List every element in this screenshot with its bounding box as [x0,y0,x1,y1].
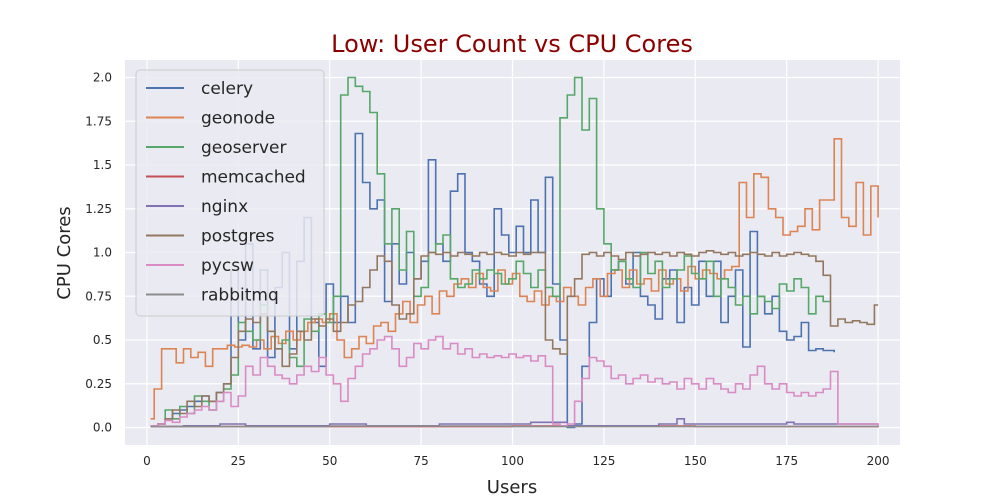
y-tick-label: 1.75 [85,114,112,128]
y-tick-label: 1.5 [93,158,112,172]
legend-label-geonode: geonode [201,109,275,129]
legend-label-nginx: nginx [201,197,248,217]
series-line-nginx [150,418,879,428]
x-tick-label: 150 [684,454,707,468]
x-tick-label: 25 [231,454,246,468]
x-tick-label: 175 [775,454,798,468]
series-line-postgres [150,250,879,427]
series-line-pycsw [150,335,879,427]
legend-label-postgres: postgres [201,227,275,247]
y-tick-label: 0.75 [85,289,112,303]
legend-label-geoserver: geoserver [201,138,286,158]
x-tick-label: 200 [867,454,890,468]
series-line-geonode [150,138,879,420]
x-tick-labels: 0 25 50 75 100 125 150 175 200 [143,454,889,468]
y-tick-label: 0.25 [85,377,112,391]
legend-label-rabbitmq: rabbitmq [201,286,279,306]
chart-title: Low: User Count vs CPU Cores [331,30,693,58]
series-line-rabbitmq [150,425,879,428]
y-axis-label: CPU Cores [54,206,75,299]
legend-box [135,69,325,317]
x-tick-label: 50 [322,454,337,468]
y-tick-label: 0.5 [93,333,112,347]
y-tick-label: 1.25 [85,202,112,216]
x-tick-label: 75 [413,454,428,468]
x-tick-label: 0 [143,454,151,468]
y-tick-label: 0.0 [93,421,112,435]
y-tick-label: 1.0 [93,246,112,260]
x-axis-label: Users [487,477,537,498]
legend: celery geonode geoserver memcached nginx post… [135,69,325,317]
y-tick-labels: 0.0 0.25 0.5 0.75 1.0 1.25 1.5 1.75 2.0 [85,71,112,435]
x-tick-label: 125 [592,454,615,468]
x-tick-label: 100 [501,454,524,468]
y-tick-label: 2.0 [93,71,112,85]
legend-label-memcached: memcached [201,168,306,188]
legend-label-pycsw: pycsw [201,256,254,276]
legend-label-celery: celery [201,79,253,99]
